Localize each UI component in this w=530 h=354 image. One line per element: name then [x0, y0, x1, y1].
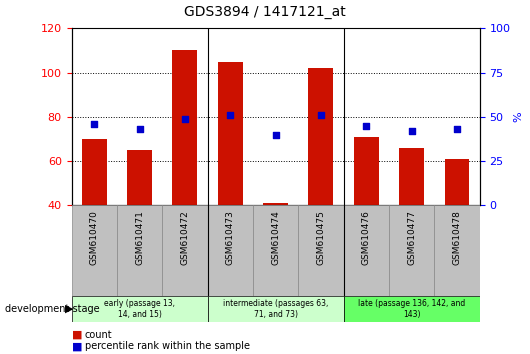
Bar: [308, 68, 333, 205]
FancyBboxPatch shape: [208, 205, 253, 296]
Point: [362, 123, 370, 129]
FancyBboxPatch shape: [208, 296, 343, 322]
Bar: [82, 139, 107, 205]
FancyBboxPatch shape: [434, 205, 480, 296]
Bar: [218, 62, 243, 205]
Text: ■: ■: [72, 330, 82, 339]
Bar: [172, 51, 197, 205]
Point: [317, 112, 325, 118]
Text: percentile rank within the sample: percentile rank within the sample: [85, 341, 250, 351]
FancyBboxPatch shape: [343, 205, 389, 296]
Bar: [399, 148, 424, 205]
FancyBboxPatch shape: [343, 296, 480, 322]
Point: [453, 126, 461, 132]
Y-axis label: %: %: [513, 112, 523, 122]
Bar: [263, 203, 288, 205]
FancyBboxPatch shape: [298, 205, 343, 296]
FancyBboxPatch shape: [117, 205, 162, 296]
FancyBboxPatch shape: [72, 205, 117, 296]
FancyBboxPatch shape: [72, 296, 208, 322]
Point: [226, 112, 234, 118]
Text: GSM610475: GSM610475: [316, 210, 325, 265]
Text: GSM610474: GSM610474: [271, 210, 280, 264]
Text: late (passage 136, 142, and
143): late (passage 136, 142, and 143): [358, 299, 465, 319]
Point: [181, 116, 189, 121]
FancyBboxPatch shape: [162, 205, 208, 296]
Bar: [445, 159, 470, 205]
Text: GSM610470: GSM610470: [90, 210, 99, 265]
Text: GSM610478: GSM610478: [453, 210, 462, 265]
Text: count: count: [85, 330, 112, 339]
Point: [408, 128, 416, 134]
Bar: [354, 137, 379, 205]
Text: GDS3894 / 1417121_at: GDS3894 / 1417121_at: [184, 5, 346, 19]
Point: [135, 126, 144, 132]
Point: [90, 121, 99, 127]
Text: GSM610476: GSM610476: [362, 210, 371, 265]
Text: GSM610477: GSM610477: [407, 210, 416, 265]
Text: GSM610473: GSM610473: [226, 210, 235, 265]
Text: GSM610472: GSM610472: [180, 210, 189, 264]
Point: [271, 132, 280, 137]
FancyBboxPatch shape: [389, 205, 434, 296]
Text: early (passage 13,
14, and 15): early (passage 13, 14, and 15): [104, 299, 175, 319]
Text: intermediate (passages 63,
71, and 73): intermediate (passages 63, 71, and 73): [223, 299, 328, 319]
Text: ▶: ▶: [65, 304, 73, 314]
Text: GSM610471: GSM610471: [135, 210, 144, 265]
Text: development stage: development stage: [5, 304, 100, 314]
Text: ■: ■: [72, 341, 82, 351]
FancyBboxPatch shape: [253, 205, 298, 296]
Bar: [127, 150, 152, 205]
